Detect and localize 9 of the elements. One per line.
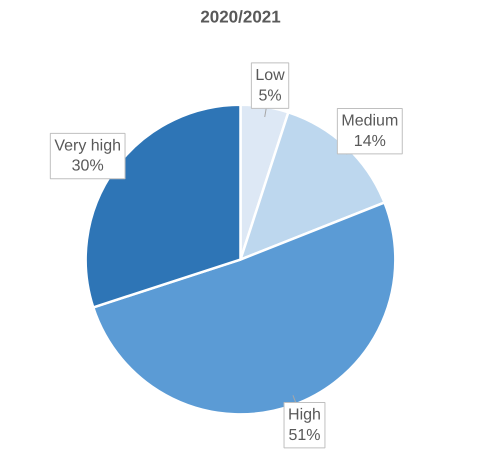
slice-label: Very high [54, 137, 122, 154]
slice-label: High [288, 406, 321, 424]
data-label: 14% [354, 132, 386, 150]
slice-label: Medium [341, 112, 398, 130]
chart-title: 2020/2021 [200, 8, 281, 26]
slice-label: Low [255, 66, 286, 84]
data-label: 51% [288, 426, 321, 444]
data-label: 30% [72, 158, 104, 175]
data-label: 5% [258, 87, 282, 104]
